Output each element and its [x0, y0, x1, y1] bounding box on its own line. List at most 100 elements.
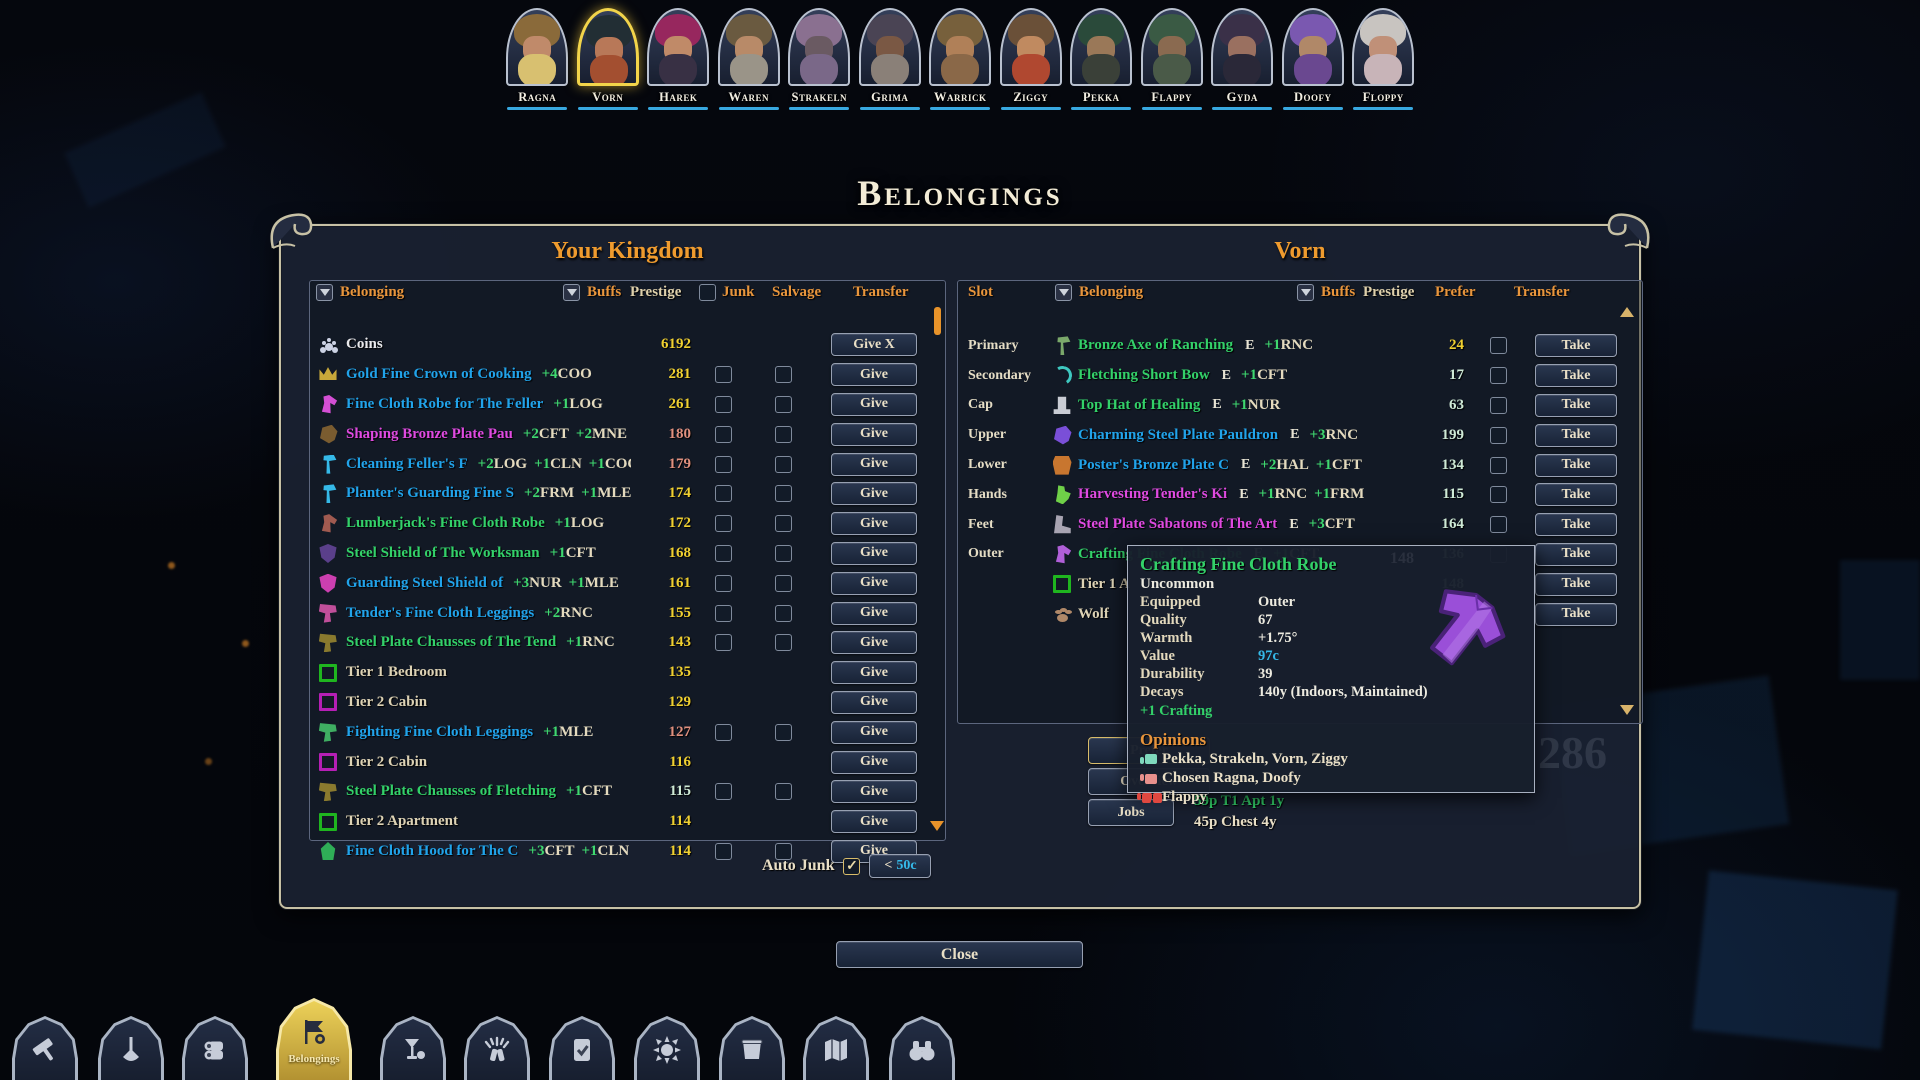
junk-checkbox[interactable]: [714, 395, 732, 413]
prefer-checkbox[interactable]: [1489, 456, 1507, 474]
junk-all-checkbox[interactable]: [699, 284, 716, 301]
column-header-prestige[interactable]: Prestige: [1363, 284, 1415, 300]
salvage-checkbox[interactable]: [774, 395, 792, 413]
filter-funnel-icon[interactable]: [316, 284, 333, 301]
toolbar-map-button[interactable]: [803, 1016, 869, 1080]
salvage-checkbox[interactable]: [774, 723, 792, 741]
prefer-checkbox[interactable]: [1489, 337, 1507, 355]
give-button[interactable]: Give X: [831, 333, 917, 357]
take-button[interactable]: Take: [1535, 542, 1617, 566]
take-button[interactable]: Take: [1535, 572, 1617, 596]
give-button[interactable]: Give: [831, 422, 917, 446]
scrollbar-thumb[interactable]: [934, 307, 941, 335]
give-button[interactable]: Give: [831, 810, 917, 834]
toolbar-binoculars-button[interactable]: [889, 1016, 955, 1080]
junk-checkbox[interactable]: [714, 842, 732, 860]
toolbar-logs-button[interactable]: [182, 1016, 248, 1080]
take-button[interactable]: Take: [1535, 453, 1617, 477]
column-header-belonging[interactable]: Belonging: [340, 284, 405, 300]
give-button[interactable]: Give: [831, 452, 917, 476]
portrait-strakeln[interactable]: Strakeln: [784, 8, 855, 110]
salvage-checkbox[interactable]: [774, 425, 792, 443]
portrait-pekka[interactable]: Pekka: [1066, 8, 1137, 110]
give-button[interactable]: Give: [831, 690, 917, 714]
take-button[interactable]: Take: [1535, 364, 1617, 388]
salvage-checkbox[interactable]: [774, 455, 792, 473]
take-button[interactable]: Take: [1535, 334, 1617, 358]
prefer-checkbox[interactable]: [1489, 486, 1507, 504]
toolbar-shovel-button[interactable]: [98, 1016, 164, 1080]
scroll-down-icon[interactable]: [930, 821, 944, 831]
filter-funnel-icon[interactable]: [1297, 284, 1314, 301]
junk-threshold-button[interactable]: < 50c: [869, 854, 932, 878]
junk-checkbox[interactable]: [714, 544, 732, 562]
salvage-checkbox[interactable]: [774, 783, 792, 801]
column-header-salvage[interactable]: Salvage: [772, 284, 822, 300]
auto-junk-checkbox[interactable]: ✓: [843, 857, 861, 875]
column-header-junk[interactable]: Junk: [722, 284, 755, 300]
salvage-checkbox[interactable]: [774, 604, 792, 622]
scroll-up-icon[interactable]: [1620, 307, 1634, 317]
scroll-down-icon[interactable]: [1620, 705, 1634, 715]
portrait-doofy[interactable]: Doofy: [1278, 8, 1349, 110]
salvage-checkbox[interactable]: [774, 485, 792, 503]
portrait-flappy[interactable]: Flappy: [1137, 8, 1208, 110]
portrait-ragna[interactable]: Ragna: [502, 8, 573, 110]
salvage-checkbox[interactable]: [774, 842, 792, 860]
column-header-slot[interactable]: Slot: [968, 284, 994, 300]
give-button[interactable]: Give: [831, 601, 917, 625]
junk-checkbox[interactable]: [714, 574, 732, 592]
take-button[interactable]: Take: [1535, 393, 1617, 417]
give-button[interactable]: Give: [831, 512, 917, 536]
junk-checkbox[interactable]: [714, 485, 732, 503]
junk-checkbox[interactable]: [714, 455, 732, 473]
junk-checkbox[interactable]: [714, 604, 732, 622]
toolbar-sun-button[interactable]: [634, 1016, 700, 1080]
junk-checkbox[interactable]: [714, 723, 732, 741]
toolbar-hammer-button[interactable]: [12, 1016, 78, 1080]
give-button[interactable]: Give: [831, 780, 917, 804]
column-header-prefer[interactable]: Prefer: [1435, 284, 1476, 300]
junk-checkbox[interactable]: [714, 515, 732, 533]
toolbar-bed-button[interactable]: [719, 1016, 785, 1080]
toolbar-belongings-button[interactable]: Belongings: [276, 998, 352, 1080]
salvage-checkbox[interactable]: [774, 544, 792, 562]
filter-funnel-icon[interactable]: [1055, 284, 1072, 301]
junk-checkbox[interactable]: [714, 366, 732, 384]
prefer-checkbox[interactable]: [1489, 367, 1507, 385]
prefer-checkbox[interactable]: [1489, 516, 1507, 534]
give-button[interactable]: Give: [831, 661, 917, 685]
junk-checkbox[interactable]: [714, 783, 732, 801]
column-header-transfer[interactable]: Transfer: [1514, 284, 1570, 300]
portrait-vorn[interactable]: Vorn: [573, 8, 644, 110]
jobs-button[interactable]: Jobs: [1088, 799, 1174, 826]
portrait-floppy[interactable]: Floppy: [1348, 8, 1419, 110]
toolbar-tasks-button[interactable]: [549, 1016, 615, 1080]
filter-funnel-icon[interactable]: [563, 284, 580, 301]
portrait-grima[interactable]: Grima: [855, 8, 926, 110]
salvage-checkbox[interactable]: [774, 515, 792, 533]
give-button[interactable]: Give: [831, 541, 917, 565]
column-header-transfer[interactable]: Transfer: [853, 284, 909, 300]
portrait-warrick[interactable]: Warrick: [925, 8, 996, 110]
take-button[interactable]: Take: [1535, 423, 1617, 447]
give-button[interactable]: Give: [831, 482, 917, 506]
toolbar-tavern-button[interactable]: [380, 1016, 446, 1080]
prefer-checkbox[interactable]: [1489, 396, 1507, 414]
give-button[interactable]: Give: [831, 363, 917, 387]
take-button[interactable]: Take: [1535, 513, 1617, 537]
give-button[interactable]: Give: [831, 392, 917, 416]
salvage-checkbox[interactable]: [774, 366, 792, 384]
portrait-waren[interactable]: Waren: [714, 8, 785, 110]
portrait-harek[interactable]: Harek: [643, 8, 714, 110]
salvage-checkbox[interactable]: [774, 574, 792, 592]
salvage-checkbox[interactable]: [774, 634, 792, 652]
give-button[interactable]: Give: [831, 631, 917, 655]
column-header-buffs[interactable]: Buffs: [1321, 284, 1356, 300]
junk-checkbox[interactable]: [714, 634, 732, 652]
toolbar-celebration-button[interactable]: [464, 1016, 530, 1080]
column-header-belonging[interactable]: Belonging: [1079, 284, 1144, 300]
prefer-checkbox[interactable]: [1489, 426, 1507, 444]
column-header-buffs[interactable]: Buffs: [587, 284, 622, 300]
column-header-prestige[interactable]: Prestige: [630, 284, 682, 300]
